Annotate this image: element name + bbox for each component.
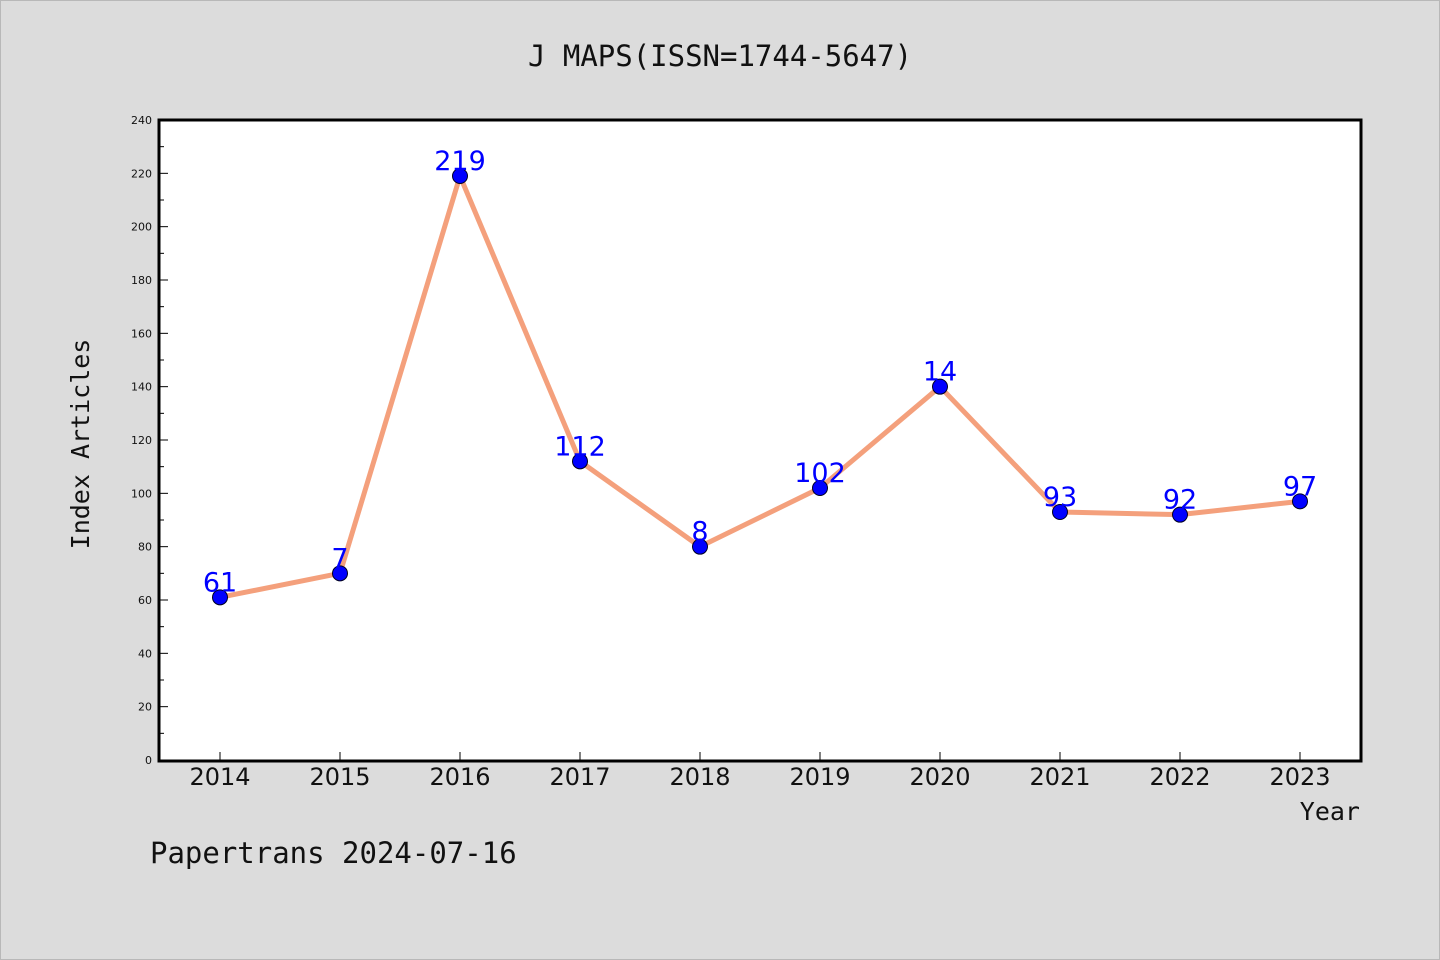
- data-label: 7: [331, 543, 348, 574]
- data-label: 97: [1283, 471, 1317, 502]
- data-point: [1292, 493, 1308, 510]
- y-tick-label: 100: [131, 487, 152, 500]
- data-point: [332, 565, 348, 582]
- x-tick-label: 2017: [549, 763, 610, 791]
- y-tick-label: 240: [131, 114, 152, 127]
- data-label: 14: [923, 357, 957, 388]
- x-tick-label: 2014: [189, 763, 250, 791]
- data-point: [452, 168, 468, 184]
- y-tick-label: 20: [138, 701, 152, 714]
- y-tick-label: 200: [131, 221, 152, 234]
- data-label: 219: [434, 146, 486, 177]
- y-tick-label: 160: [131, 327, 152, 340]
- data-point: [572, 453, 588, 470]
- y-tick-label: 40: [138, 647, 152, 660]
- x-tick-label: 2023: [1269, 763, 1330, 791]
- y-tick-label: 120: [131, 434, 152, 447]
- y-axis: 0 20 40 60 80 100 120 140 160 180 200 220 240: [131, 114, 168, 767]
- y-tick-label: 0: [145, 754, 152, 767]
- x-tick-label: 2020: [909, 763, 970, 791]
- data-point: [812, 480, 828, 496]
- y-tick-label: 180: [131, 274, 152, 287]
- x-axis: 2014 2015 2016 2017 2018 2019 2020 2021 2022 2023: [189, 752, 1331, 791]
- data-label: 8: [691, 517, 708, 548]
- chart-title: J MAPS(ISSN=1744-5647): [528, 39, 912, 73]
- data-label: 112: [554, 431, 606, 462]
- x-tick-label: 2022: [1149, 763, 1210, 791]
- data-label: 92: [1163, 485, 1197, 516]
- data-label: 61: [203, 567, 237, 598]
- x-tick-label: 2021: [1029, 763, 1090, 791]
- data-point: [212, 589, 228, 606]
- x-tick-label: 2016: [429, 763, 490, 791]
- x-tick-label: 2018: [669, 763, 730, 791]
- data-label: 102: [794, 458, 846, 489]
- x-tick-label: 2015: [309, 763, 370, 791]
- footer-note: Papertrans 2024-07-16: [150, 836, 517, 870]
- data-point: [932, 378, 948, 395]
- data-point: [1052, 504, 1068, 520]
- data-point: [1172, 506, 1188, 523]
- x-tick-label: 2019: [789, 763, 850, 791]
- y-axis-label: Index Articles: [66, 339, 95, 550]
- y-tick-label: 80: [138, 541, 152, 554]
- series-line: [212, 168, 1308, 606]
- data-labels: 61 7 219 112 8 102 14 93 92 97: [203, 146, 1317, 598]
- y-tick-label: 60: [138, 594, 152, 607]
- data-point: [692, 538, 708, 555]
- y-tick-label: 140: [131, 381, 152, 394]
- x-axis-label: Year: [1300, 797, 1360, 826]
- plot-area: [157, 118, 1363, 763]
- data-label: 93: [1043, 482, 1077, 513]
- y-tick-label: 220: [131, 167, 152, 180]
- series-path: [217, 173, 1303, 600]
